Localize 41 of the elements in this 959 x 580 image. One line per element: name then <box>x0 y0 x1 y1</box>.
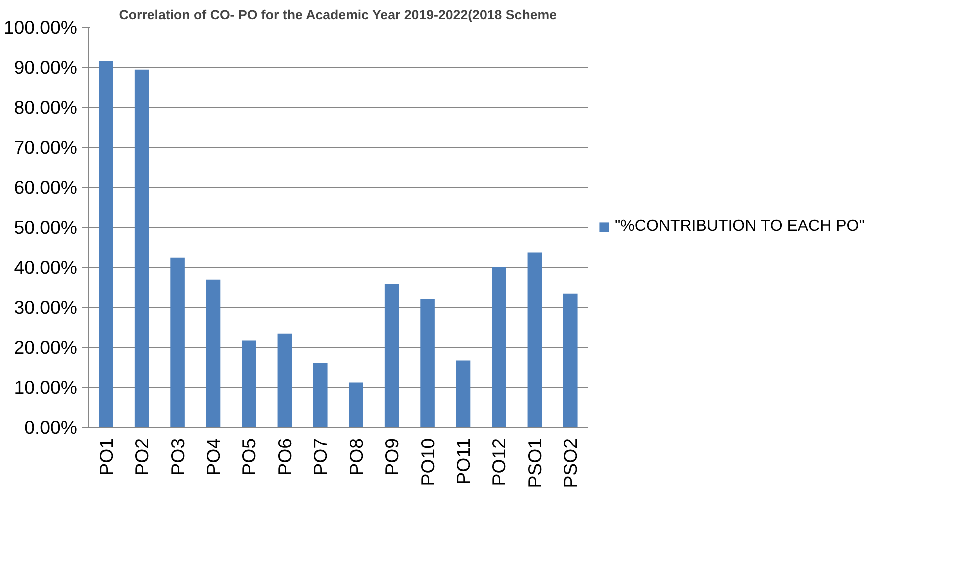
y-tick-label: 10.00% <box>14 377 78 398</box>
bar <box>384 284 400 428</box>
bar <box>456 360 471 428</box>
y-tick-label: 90.00% <box>14 57 78 78</box>
y-tick-label: 30.00% <box>14 297 78 318</box>
y-tick-label: 40.00% <box>14 257 78 278</box>
legend-label: "%CONTRIBUTION TO EACH PO" <box>615 218 865 236</box>
y-tick-label: 20.00% <box>14 337 78 358</box>
bar <box>99 61 114 428</box>
bar <box>528 252 542 428</box>
x-tick-label: PO4 <box>203 438 224 476</box>
x-tick-label: PSO1 <box>524 438 546 488</box>
x-tick-label: PO6 <box>274 438 296 476</box>
x-tick-label: PO11 <box>453 438 474 485</box>
bar <box>492 268 506 428</box>
bar <box>349 382 364 428</box>
bar <box>134 70 150 428</box>
bar <box>278 334 292 428</box>
y-tick-label: 60.00% <box>14 177 78 198</box>
x-tick-label: PO10 <box>417 438 438 486</box>
bar <box>564 294 578 428</box>
x-tick-label: PSO2 <box>560 438 582 488</box>
x-tick-label: PO8 <box>346 438 367 476</box>
y-tick-label: 50.00% <box>14 217 78 238</box>
bar <box>420 300 435 428</box>
bar <box>206 280 221 428</box>
y-tick-label: 100.00% <box>4 17 78 38</box>
x-tick-label: PO5 <box>238 438 260 476</box>
x-tick-label: PO9 <box>382 438 403 476</box>
x-tick-label: PO2 <box>132 438 153 476</box>
y-tick-label: 0.00% <box>24 417 78 438</box>
x-tick-label: PO7 <box>310 438 332 476</box>
bar <box>170 258 185 428</box>
x-tick-label: PO1 <box>96 438 117 476</box>
y-tick-label: 70.00% <box>14 137 78 158</box>
x-tick-label: PO12 <box>488 438 510 486</box>
y-tick-label: 80.00% <box>14 97 78 118</box>
chart-title: Correlation of CO- PO for the Academic Year 2019-2022(2018 Scheme <box>119 8 558 22</box>
bar <box>314 363 328 428</box>
x-tick-label: PO3 <box>167 438 188 476</box>
bar <box>242 340 256 428</box>
